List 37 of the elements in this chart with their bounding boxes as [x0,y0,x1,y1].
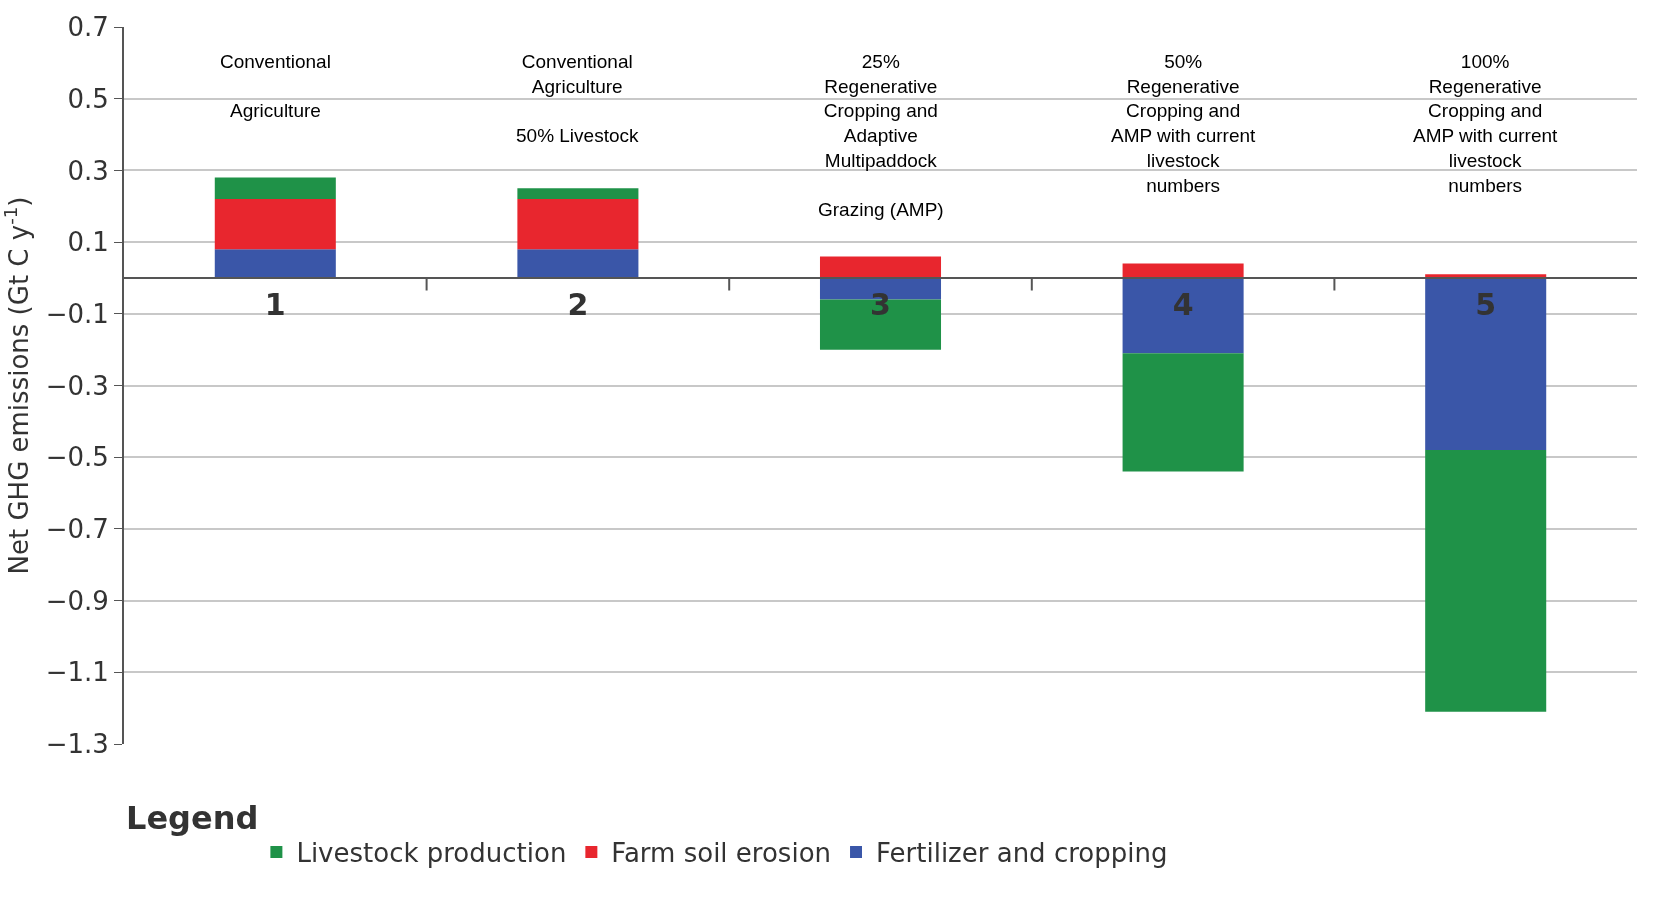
y-tick-label: −0.1 [45,298,109,329]
bar [517,249,639,278]
bar [214,249,336,278]
bar [1122,277,1244,354]
annotation: 100% Regenerative Cropping and AMP with current livestock numbers [1413,51,1559,196]
legend-label: Livestock production [296,838,567,869]
x-tick-label: 2 [567,286,589,322]
y-tick-label: −0.7 [45,514,109,544]
y-tick-label: 0.1 [67,227,109,258]
legend-title: Legend [126,798,259,837]
bar [1122,353,1244,472]
annotation: 50% Regenerative Cropping and AMP with current livestock numbers [1111,51,1257,196]
bar [517,188,639,200]
bar [214,177,336,200]
y-tick-label: 0.3 [67,155,109,186]
y-tick-label: 0.5 [67,83,109,114]
x-tick-label: 1 [264,286,286,322]
bar [1425,277,1547,451]
bar [1425,450,1547,712]
text: 50% Livestock [516,125,639,147]
legend-label: Fertilizer and cropping [876,838,1168,869]
text: Conventional Agriculture [220,51,331,122]
y-tick-label: −0.3 [45,370,109,401]
y-tick-label: −1.1 [45,657,109,688]
x-tick-label: 5 [1475,286,1497,322]
bar [517,199,639,250]
text: 25% Regenerative Cropping and Adaptive Multipaddock Grazing (AMP) [818,51,944,221]
y-tick-label: 0.7 [67,12,109,43]
bar [214,199,336,250]
bar [1122,263,1244,278]
y-tick-label: −1.3 [45,729,109,760]
bar [819,256,942,278]
y-tick-label: −0.5 [45,442,109,473]
annotation: Conventional Agriculture [521,51,633,97]
legend-label: Farm soil erosion [611,838,832,869]
y-tick-label: −0.9 [45,585,109,616]
x-tick-label: 4 [1172,286,1194,322]
